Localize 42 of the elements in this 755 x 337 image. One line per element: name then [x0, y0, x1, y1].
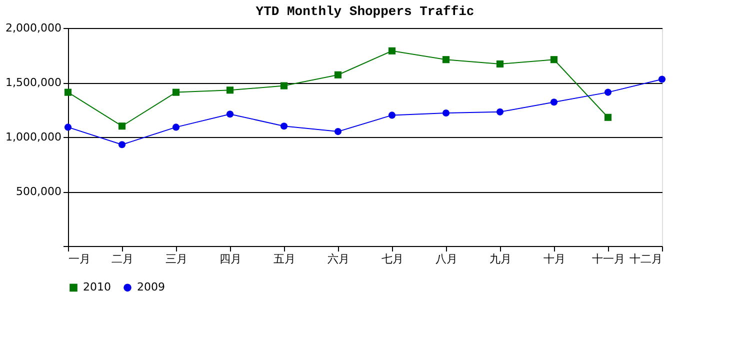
point: [334, 71, 342, 78]
x-tick-label: 七月: [382, 252, 404, 266]
x-tick-label: 四月: [220, 252, 242, 266]
x-tick-label: 十二月: [630, 252, 662, 266]
point: [118, 141, 126, 148]
point: [658, 76, 666, 83]
x-tick-label: 六月: [328, 252, 350, 266]
y-tick-label: 500,000: [16, 185, 62, 198]
point: [64, 88, 72, 96]
point: [496, 108, 504, 116]
legend-label: 2009: [137, 280, 165, 294]
point: [496, 60, 504, 68]
point: [118, 122, 126, 130]
point: [442, 109, 450, 117]
point: [64, 124, 72, 131]
y-tick-label: 2,000,000: [6, 22, 62, 34]
x-tick-label: 一月: [68, 252, 90, 266]
point: [388, 112, 396, 119]
x-tick-label: 三月: [166, 252, 188, 266]
x-tick-label: 九月: [490, 252, 512, 266]
point: [334, 128, 342, 136]
point: [172, 124, 180, 131]
point: [280, 82, 288, 90]
point: [280, 122, 288, 130]
y-tick-label: 1,500,000: [6, 76, 62, 89]
point: [226, 110, 234, 118]
point: [550, 56, 558, 64]
x-tick-label: 八月: [436, 252, 458, 266]
point: [604, 88, 612, 96]
point: [442, 56, 450, 64]
point: [388, 47, 396, 54]
x-tick-label: 十月: [544, 252, 566, 266]
point: [604, 114, 612, 121]
point: [172, 88, 180, 96]
point: [550, 98, 558, 106]
legend-label: 2010: [83, 280, 111, 294]
point: [226, 86, 234, 94]
x-tick-label: 十一月: [592, 252, 625, 266]
chart-title: YTD Monthly Shoppers Traffic: [256, 4, 474, 19]
y-tick-label: 1,000,000: [6, 130, 62, 144]
x-tick-label: 五月: [274, 252, 296, 266]
x-tick-label: 二月: [112, 252, 134, 266]
